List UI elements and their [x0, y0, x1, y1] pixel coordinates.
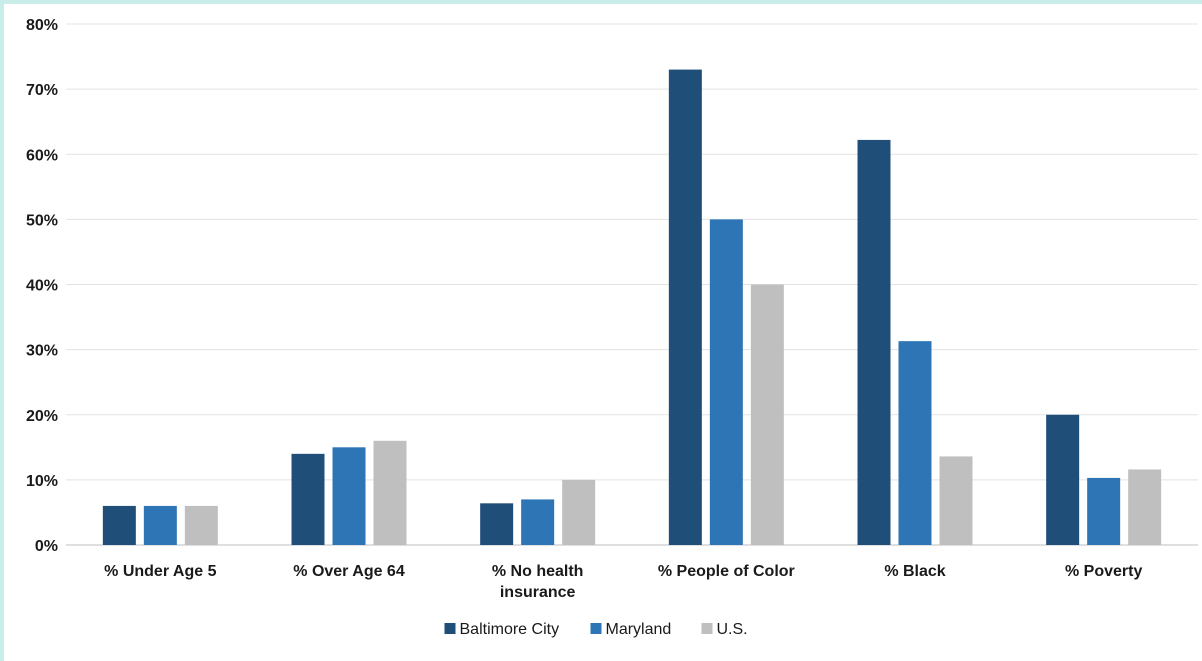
x-tick-label: insurance: [500, 584, 576, 601]
bar-maryland: [1087, 477, 1121, 545]
bar-baltimore-city: [1046, 414, 1080, 545]
bar-baltimore-city: [857, 139, 891, 546]
bar-u-s: [1128, 469, 1162, 545]
y-tick-label: 10%: [26, 473, 58, 490]
bar-baltimore-city: [291, 453, 325, 545]
legend-label: Baltimore City: [460, 621, 560, 638]
legend-label: U.S.: [717, 621, 748, 638]
y-tick-label: 0%: [35, 538, 58, 555]
y-tick-label: 20%: [26, 408, 58, 425]
legend-swatch-baltimore-city: [444, 623, 456, 634]
legend-label: Maryland: [606, 621, 672, 638]
bar-u-s: [750, 284, 784, 545]
legend-swatch-maryland: [590, 623, 602, 634]
chart-frame: 0% 10% 20% 30% 40% 50% 60% 70% 80% % Under Age 5%…: [4, 4, 1202, 661]
bar-maryland: [521, 499, 555, 545]
bar-maryland: [143, 505, 177, 545]
bar-chart: 0% 10% 20% 30% 40% 50% 60% 70% 80% % Under Age 5%…: [26, 17, 1198, 638]
y-tick-label: 80%: [26, 17, 58, 34]
x-tick-label: % Under Age 5: [104, 563, 216, 580]
y-tick-label: 40%: [26, 278, 58, 295]
y-tick-label: 50%: [26, 212, 58, 229]
x-tick-label: % People of Color: [658, 563, 795, 580]
y-tick-label: 70%: [26, 82, 58, 99]
bar-u-s: [373, 440, 407, 545]
bar-baltimore-city: [480, 503, 514, 545]
bar-baltimore-city: [102, 505, 136, 545]
bar-u-s: [562, 479, 596, 545]
x-tick-label: % Over Age 64: [293, 563, 405, 580]
bar-maryland: [898, 341, 932, 545]
x-tick-label: % No health: [492, 563, 584, 580]
y-tick-label: 60%: [26, 147, 58, 164]
bar-maryland: [332, 447, 366, 545]
bar-u-s: [939, 456, 973, 545]
bar-baltimore-city: [668, 69, 702, 546]
y-tick-label: 30%: [26, 343, 58, 360]
legend-swatch-u-s: [701, 623, 713, 634]
x-tick-label: % Poverty: [1065, 563, 1142, 580]
x-tick-label: % Black: [884, 563, 945, 580]
bar-u-s: [184, 505, 218, 545]
bar-maryland: [709, 219, 743, 545]
